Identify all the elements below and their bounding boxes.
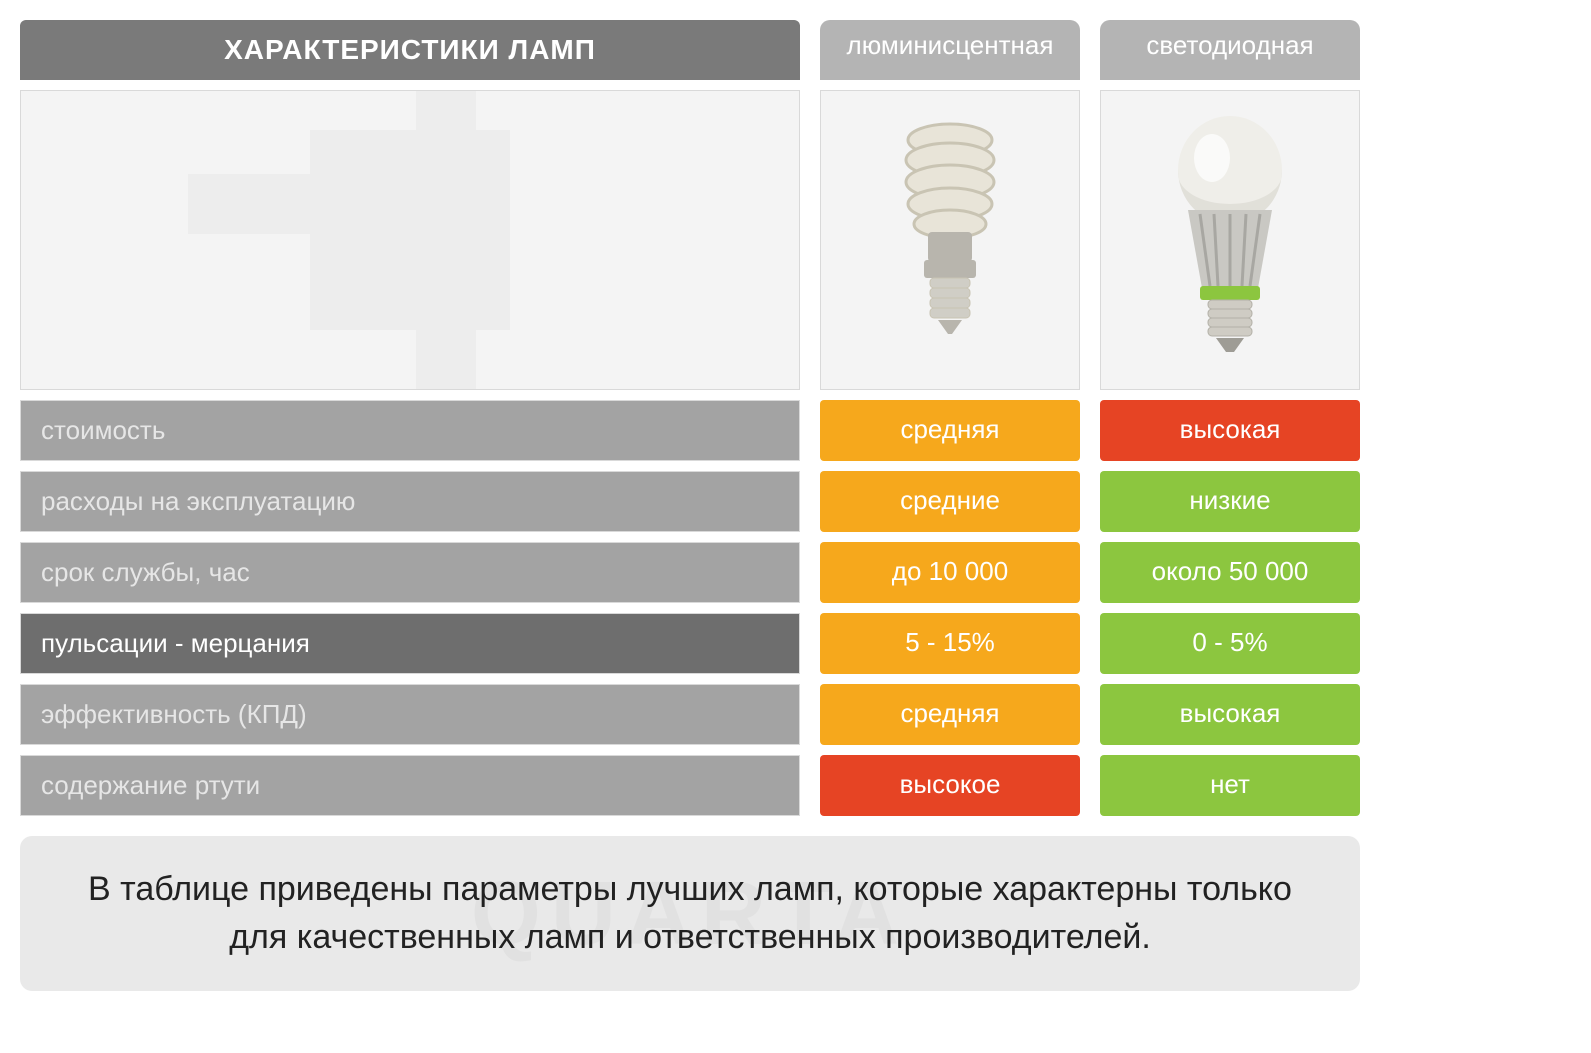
column-header-cfl: люминисцентная <box>820 20 1080 80</box>
footer-text: В таблице приведены параметры лучших лам… <box>88 870 1292 956</box>
value-cell: высокое <box>820 755 1080 816</box>
led-lamp-icon <box>1160 110 1300 370</box>
characteristics-header: ХАРАКТЕРИСТИКИ ЛАМП <box>20 20 800 80</box>
row-label: стоимость <box>20 400 800 461</box>
row-label: срок службы, час <box>20 542 800 603</box>
comparison-grid: ХАРАКТЕРИСТИКИ ЛАМП люминисцентная светоди… <box>20 20 1571 816</box>
value-cell: высокая <box>1100 684 1360 745</box>
column-header-led: светодиодная <box>1100 20 1360 80</box>
row-label: пульсации - мерцания <box>20 613 800 674</box>
value-cell: низкие <box>1100 471 1360 532</box>
value-cell: высокая <box>1100 400 1360 461</box>
footer-note: QUARTA В таблице приведены параметры луч… <box>20 836 1360 991</box>
watermark: QUARTA <box>20 836 1360 991</box>
value-cell: до 10 000 <box>820 542 1080 603</box>
value-cell: средняя <box>820 684 1080 745</box>
row-label: расходы на эксплуатацию <box>20 471 800 532</box>
lamp-image-led <box>1100 90 1360 390</box>
cfl-lamp-icon <box>880 110 1020 370</box>
value-cell: средняя <box>820 400 1080 461</box>
value-cell: 5 - 15% <box>820 613 1080 674</box>
value-cell: около 50 000 <box>1100 542 1360 603</box>
value-cell: средние <box>820 471 1080 532</box>
value-cell: 0 - 5% <box>1100 613 1360 674</box>
row-label: содержание ртути <box>20 755 800 816</box>
lamp-image-cfl <box>820 90 1080 390</box>
value-cell: нет <box>1100 755 1360 816</box>
characteristics-bg-panel <box>20 90 800 390</box>
row-label: эффективность (КПД) <box>20 684 800 745</box>
